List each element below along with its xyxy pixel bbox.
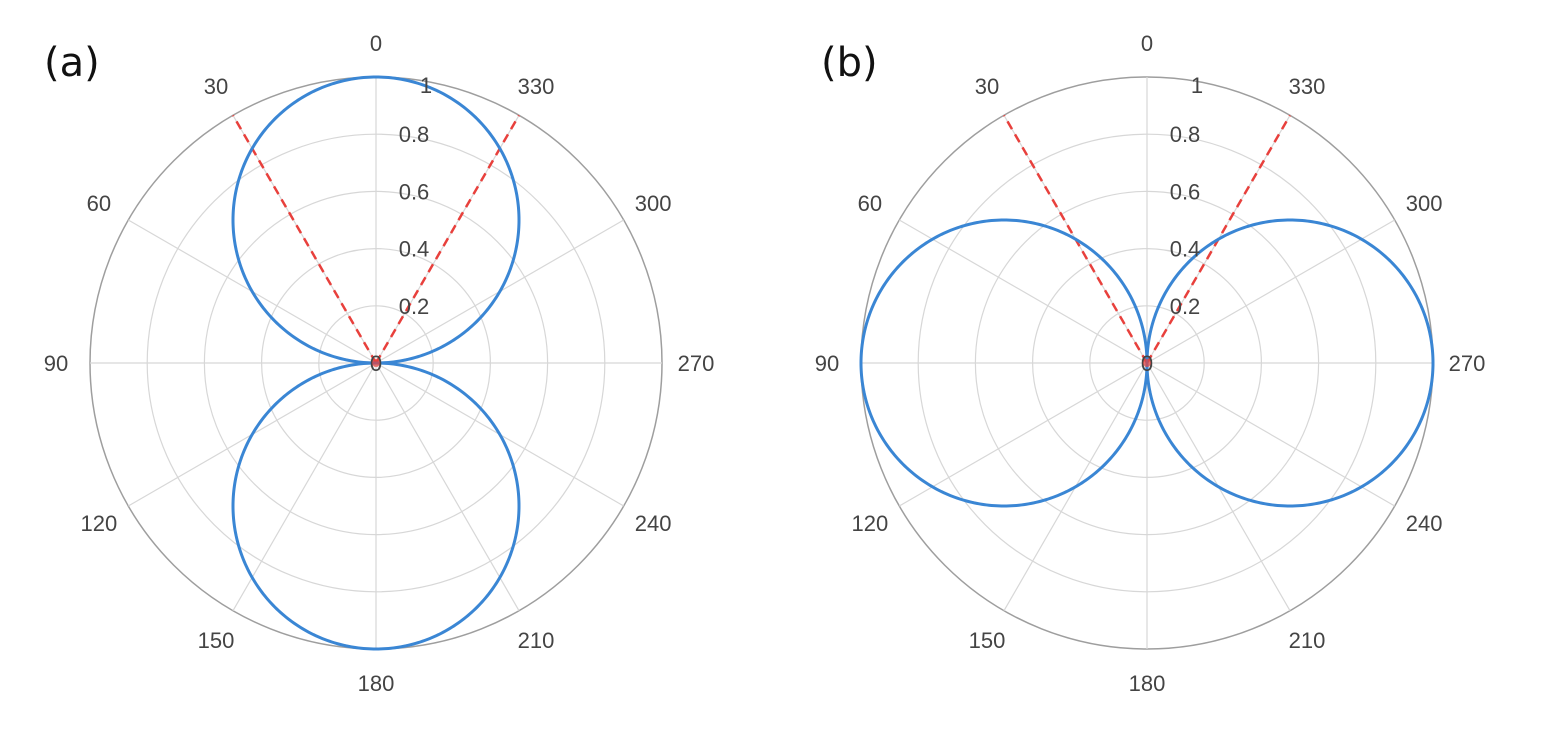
angle-tick-label: 270 <box>1449 351 1486 376</box>
angle-tick-label: 300 <box>635 191 672 216</box>
angle-tick-label: 330 <box>518 74 555 99</box>
radial-tick-label: 1 <box>420 73 432 98</box>
angle-tick-label: 210 <box>518 628 555 653</box>
radial-tick-label: 0.6 <box>1170 179 1201 204</box>
angle-tick-label: 180 <box>1129 671 1166 696</box>
data-curve <box>231 75 521 651</box>
angle-tick-label: 330 <box>1289 74 1326 99</box>
angular-gridline <box>1146 219 1395 364</box>
angle-tick-label: 120 <box>81 511 118 536</box>
radial-tick-label: 0.8 <box>399 122 430 147</box>
radial-tick-label: 0.4 <box>399 237 430 262</box>
polar-plot-a: 00.20.40.60.8103060901201501802102402703… <box>44 31 715 696</box>
panel-label-b: (b) <box>821 40 878 86</box>
angle-tick-label: 300 <box>1406 191 1443 216</box>
angular-gridline <box>899 219 1148 364</box>
angle-tick-label: 0 <box>370 31 382 56</box>
angle-tick-label: 180 <box>358 671 395 696</box>
angle-tick-label: 90 <box>44 351 68 376</box>
angle-tick-label: 240 <box>635 511 672 536</box>
origin-marker <box>372 359 380 367</box>
angle-tick-label: 150 <box>969 628 1006 653</box>
angle-tick-label: 270 <box>678 351 715 376</box>
angular-gridline <box>1146 362 1395 507</box>
angular-gridline <box>375 362 520 611</box>
angle-tick-label: 120 <box>852 511 889 536</box>
radial-tick-label: 0.2 <box>1170 294 1201 319</box>
angle-tick-label: 90 <box>815 351 839 376</box>
angle-tick-label: 150 <box>198 628 235 653</box>
radial-tick-label: 0.6 <box>399 179 430 204</box>
reference-line <box>374 114 521 364</box>
angle-tick-label: 30 <box>204 74 228 99</box>
angle-tick-label: 210 <box>1289 628 1326 653</box>
reference-line <box>231 114 378 364</box>
angle-tick-label: 0 <box>1141 31 1153 56</box>
radial-tick-label: 0.4 <box>1170 237 1201 262</box>
angular-gridline <box>232 362 377 611</box>
polar-plot-b: 00.20.40.60.8103060901201501802102402703… <box>815 31 1486 696</box>
angle-tick-label: 240 <box>1406 511 1443 536</box>
angle-tick-label: 30 <box>975 74 999 99</box>
polar-chart-a: (a) 00.20.40.60.810306090120150180210240… <box>44 31 715 696</box>
radial-tick-label: 1 <box>1191 73 1203 98</box>
radial-tick-label: 0.2 <box>399 294 430 319</box>
angle-tick-label: 60 <box>858 191 882 216</box>
radial-tick-label: 0.8 <box>1170 122 1201 147</box>
angular-gridline <box>899 362 1148 507</box>
angle-tick-label: 60 <box>87 191 111 216</box>
polar-chart-b: (b) 00.20.40.60.810306090120150180210240… <box>771 0 1542 729</box>
origin-marker <box>1143 359 1151 367</box>
panel-label-a: (a) <box>44 40 100 86</box>
